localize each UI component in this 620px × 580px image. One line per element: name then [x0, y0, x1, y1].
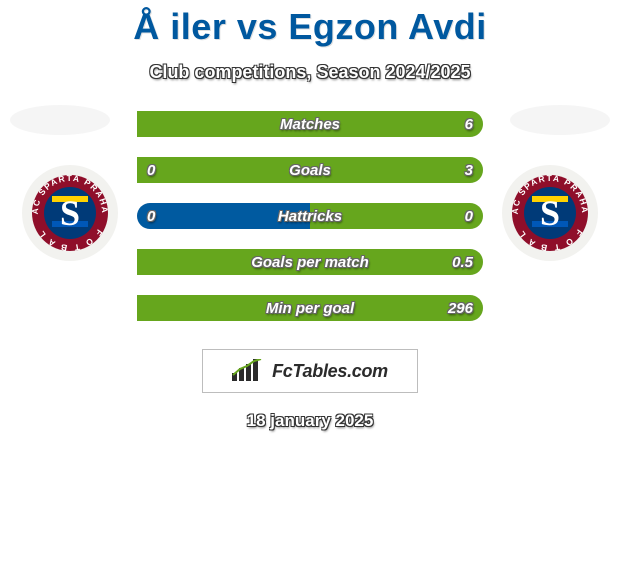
- club-crest-right: S AC SPARTA PRAHA F O T B A L: [500, 163, 600, 263]
- svg-text:S: S: [60, 193, 80, 233]
- stat-value-left: 0: [147, 208, 155, 225]
- stat-value-right: 0: [465, 208, 473, 225]
- player-left-ellipse: [10, 105, 110, 135]
- comparison-block: S AC SPARTA PRAHA F O T B A L S AC SPART…: [0, 111, 620, 321]
- stat-value-left: 0: [147, 162, 155, 179]
- stat-bar: 296 Min per goal: [137, 295, 483, 321]
- stat-label: Min per goal: [266, 300, 354, 317]
- stat-bars: 6 Matches 0 3 Goals 0 0 Hattricks 0.5 Goals per m…: [137, 111, 483, 321]
- club-crest-left: S AC SPARTA PRAHA F O T B A L: [20, 163, 120, 263]
- stat-label: Hattricks: [278, 208, 342, 225]
- subtitle: Club competitions, Season 2024/2025: [149, 62, 470, 83]
- stat-bar: 0 3 Goals: [137, 157, 483, 183]
- stat-value-right: 6: [465, 116, 473, 133]
- stat-label: Matches: [280, 116, 340, 133]
- snapshot-date: 18 january 2025: [247, 411, 374, 431]
- player-right-ellipse: [510, 105, 610, 135]
- stat-bar: 0 0 Hattricks: [137, 203, 483, 229]
- stat-label: Goals: [289, 162, 331, 179]
- stat-bar: 6 Matches: [137, 111, 483, 137]
- source-logo: FcTables.com: [202, 349, 418, 393]
- page-title: Å iler vs Egzon Avdi: [133, 6, 486, 48]
- stat-label: Goals per match: [251, 254, 369, 271]
- stat-value-right: 0.5: [452, 254, 473, 271]
- stat-bar: 0.5 Goals per match: [137, 249, 483, 275]
- bars-icon: [232, 359, 266, 383]
- source-logo-text: FcTables.com: [272, 361, 388, 382]
- stat-value-right: 3: [465, 162, 473, 179]
- stat-value-right: 296: [448, 300, 473, 317]
- svg-text:S: S: [540, 193, 560, 233]
